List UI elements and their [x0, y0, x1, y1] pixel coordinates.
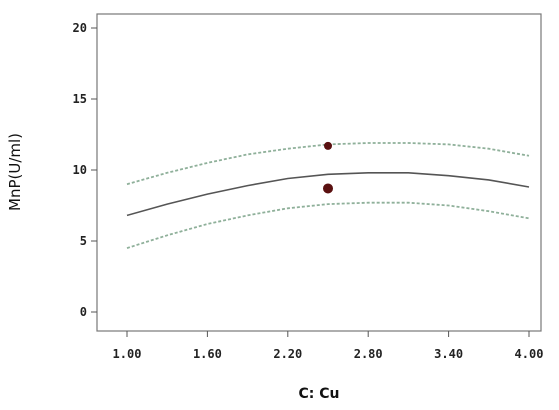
y-tick-label: 5 [80, 234, 87, 248]
x-axis: 1.00 1.60 2.20 2.80 3.40 4.00 [113, 331, 544, 361]
x-tick-label: 4.00 [515, 347, 544, 361]
plot-area [96, 13, 542, 332]
y-tick-label: 15 [73, 92, 87, 106]
y-axis-title: MnP(U/ml) [6, 133, 24, 211]
design-points [323, 141, 333, 194]
y-axis: 0 5 10 15 20 [73, 21, 97, 319]
prediction-line [126, 172, 530, 217]
x-tick-label: 1.00 [113, 347, 142, 361]
x-tick-label: 2.80 [354, 347, 383, 361]
design-point [323, 183, 333, 194]
y-tick-label: 0 [80, 305, 87, 319]
x-tick-label: 2.20 [273, 347, 302, 361]
lower-band-line [126, 201, 530, 249]
x-tick-label: 1.60 [193, 347, 222, 361]
x-axis-title: C: Cu [299, 386, 340, 402]
y-tick-label: 10 [73, 163, 87, 177]
x-tick-label: 3.40 [434, 347, 463, 361]
y-tick-label: 20 [73, 21, 87, 35]
design-point [324, 141, 332, 150]
